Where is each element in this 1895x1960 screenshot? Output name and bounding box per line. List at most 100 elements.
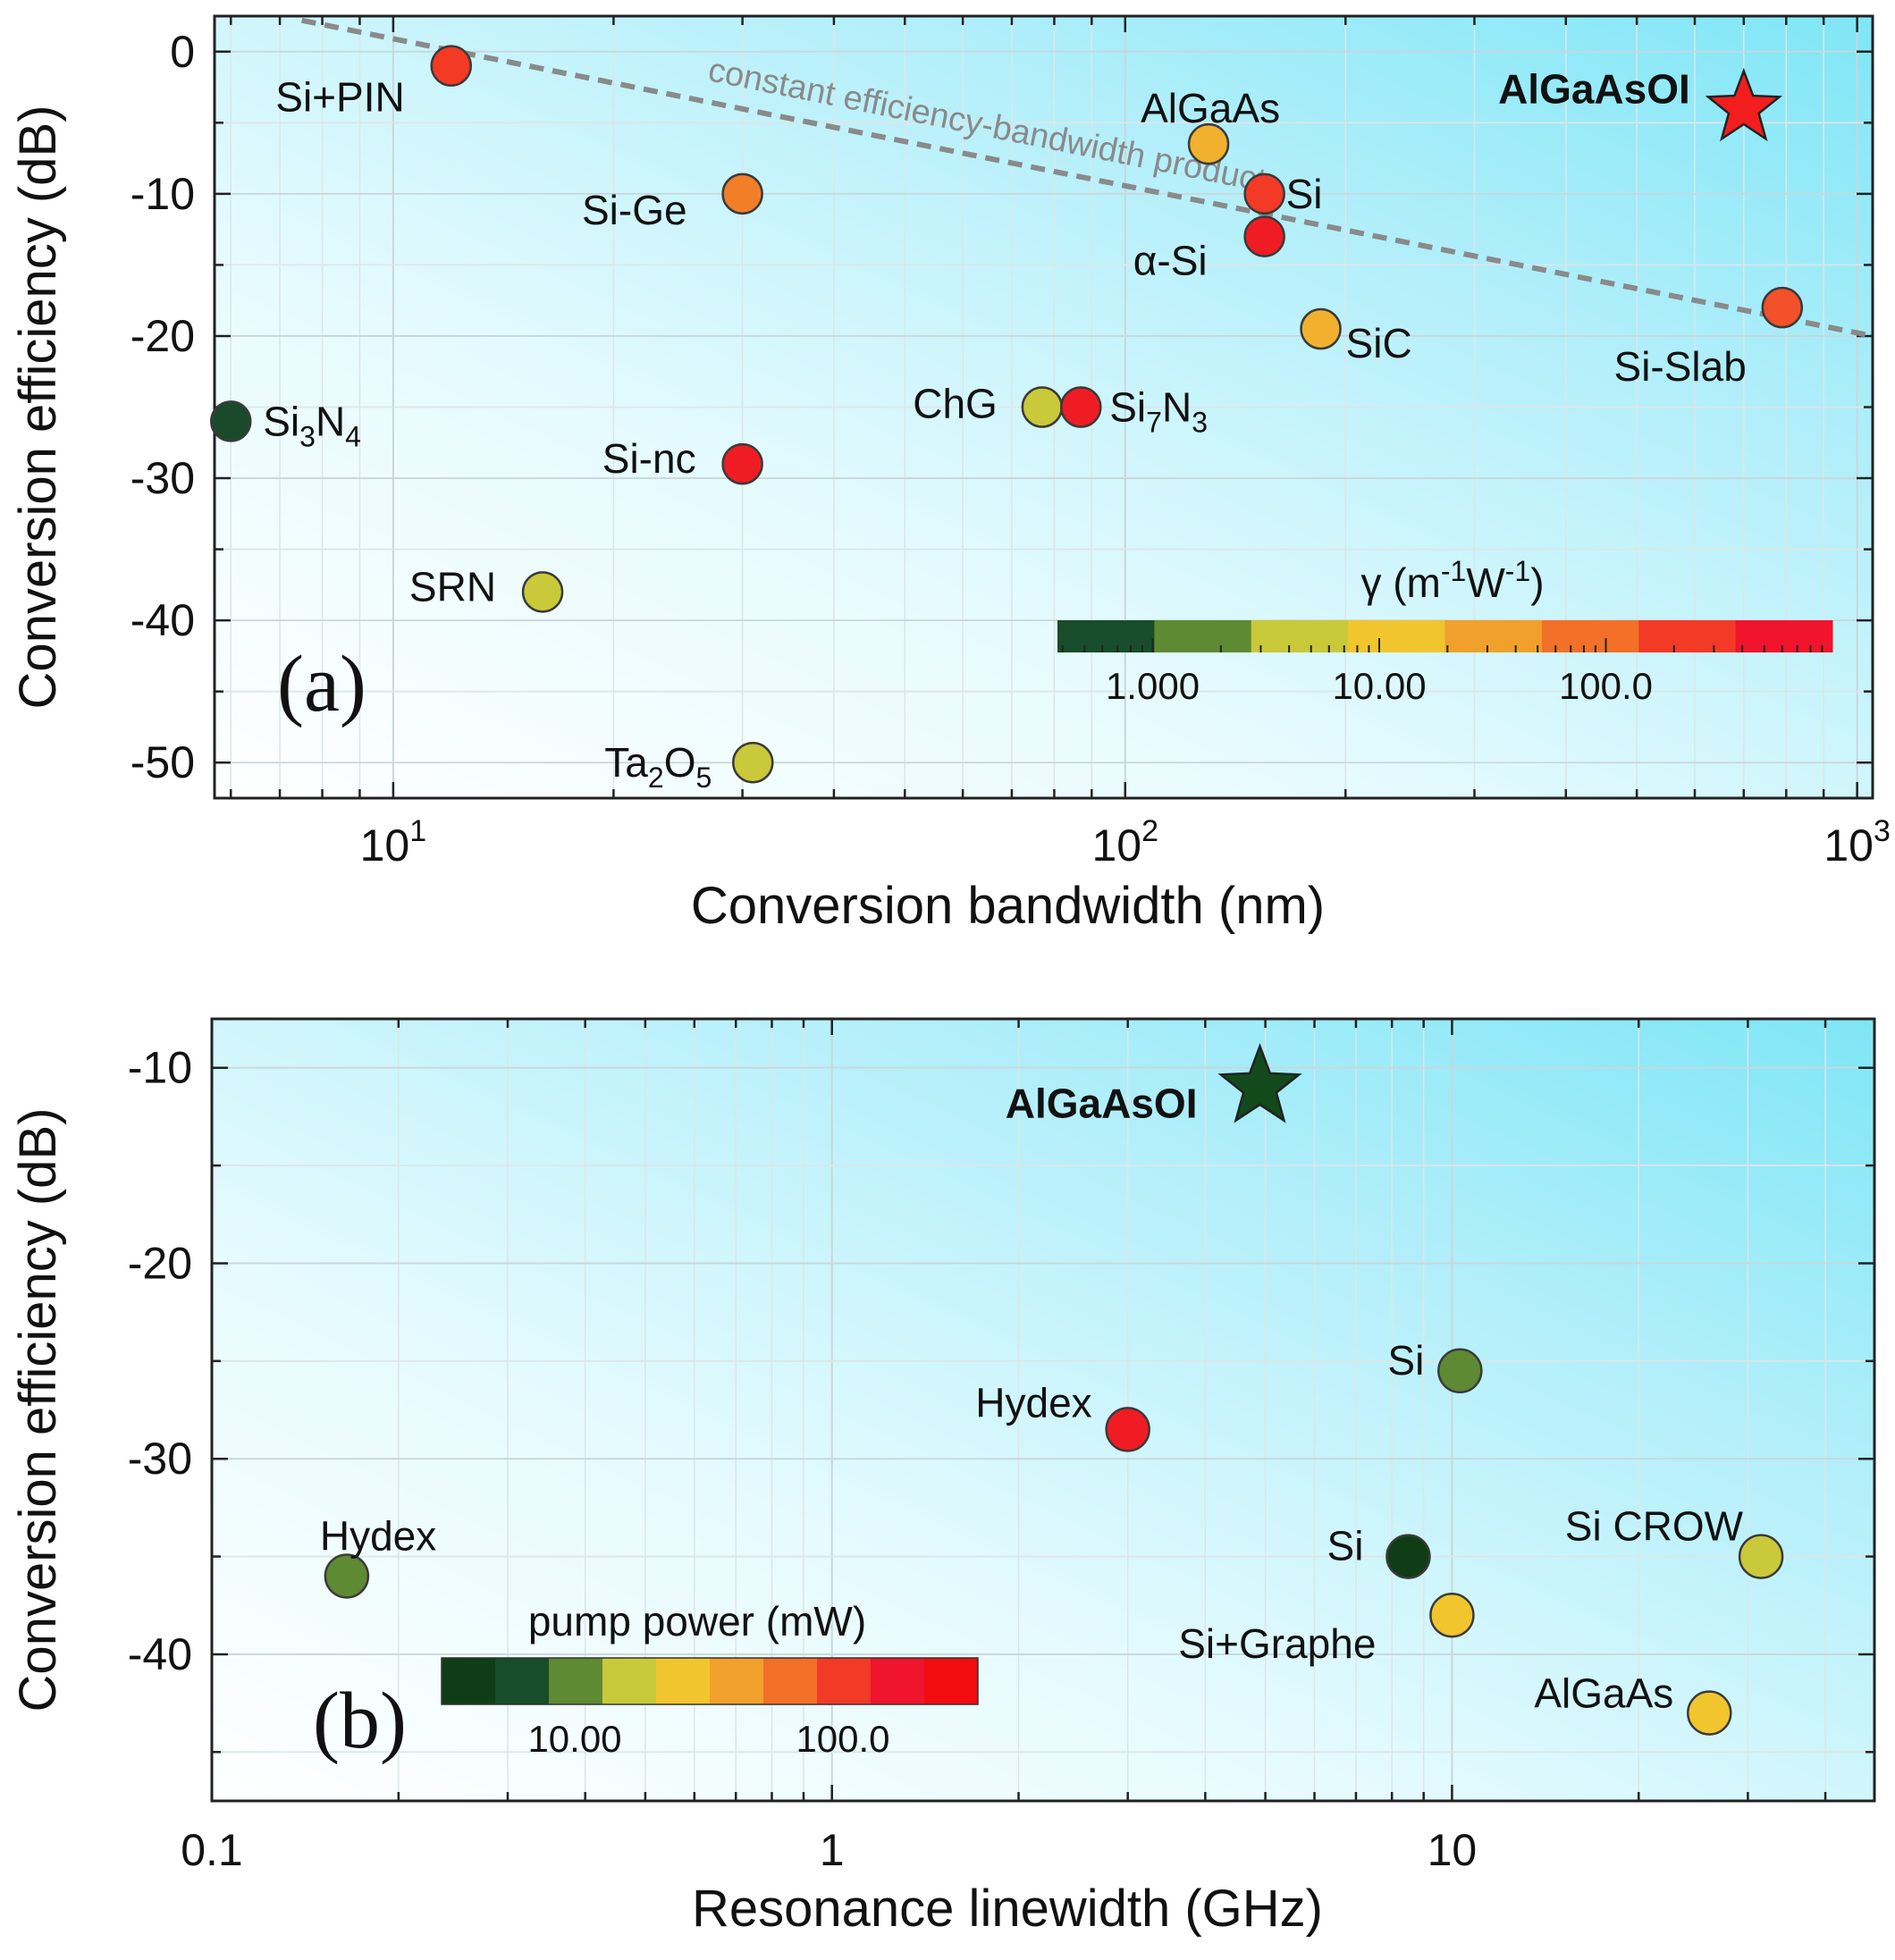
point-marker-si7n3 — [1060, 386, 1102, 428]
y-tick-label: -10 — [131, 169, 195, 219]
x-tick-label: 102 — [1092, 814, 1159, 871]
point-label-srn: SRN — [409, 563, 496, 610]
axes-frame — [210, 1017, 1876, 1803]
point-marker-si-pin — [430, 45, 472, 87]
x-tick-label: 10 — [1428, 1825, 1478, 1875]
colorbar-tick-label: 1.000 — [1106, 665, 1200, 707]
colorbar-segment — [1735, 620, 1833, 652]
colorbar-frame — [441, 1657, 979, 1705]
x-tick-label: 101 — [360, 814, 427, 871]
colorbar-segment — [549, 1658, 603, 1704]
point-label-sic: SiC — [1346, 320, 1412, 366]
point-marker-si — [1385, 1534, 1431, 1579]
colorbar-segment — [871, 1658, 925, 1704]
point-marker-srn — [521, 571, 564, 613]
y-tick-label: -50 — [131, 737, 195, 787]
y-tick-label: -40 — [131, 595, 195, 645]
point-marker-chg — [1021, 386, 1064, 428]
point-label-ta2o5: Ta2O5 — [604, 739, 712, 794]
point-label-si-graphe: Si+Graphe — [1178, 1620, 1376, 1667]
point-marker-si — [1437, 1348, 1483, 1393]
y-tick-label: -20 — [131, 311, 195, 361]
y-axis-label: Conversion efficiency (dB) — [9, 105, 67, 710]
colorbar-segment — [1541, 620, 1639, 652]
colorbar-tick-label: 10.00 — [1332, 665, 1426, 707]
colorbar-segment — [1057, 620, 1155, 652]
y-tick-label: -20 — [128, 1238, 192, 1288]
point-label-si-slab: Si-Slab — [1614, 343, 1747, 390]
colorbar-segment — [495, 1658, 550, 1704]
panel-a: 0 -10 -20 -30 -40 -50 101 102 103 Conversion band… — [9, 14, 1891, 935]
colorbar-segment — [710, 1658, 764, 1704]
point-marker-si-ge — [721, 172, 763, 215]
point-marker-si — [1243, 172, 1285, 215]
y-tick-label: 0 — [170, 27, 195, 77]
point-marker-alpha-si — [1243, 215, 1285, 257]
colorbar-segment — [1638, 620, 1737, 652]
point-label-algaasoi: AlGaAsOI — [1006, 1081, 1198, 1127]
panel-label: (a) — [277, 640, 366, 728]
data-points: AlGaAsOI Si Hydex Hydex Si Si CROW Si+Graphe Al… — [320, 1043, 1784, 1736]
colorbar-tick-label: 100.0 — [796, 1718, 889, 1760]
x-axis-label: Conversion bandwidth (nm) — [691, 877, 1325, 935]
point-marker-sic — [1300, 307, 1342, 350]
point-marker-ta2o5 — [732, 741, 774, 784]
colorbar-segment — [817, 1658, 872, 1704]
colorbar-title: pump power (mW) — [528, 1598, 866, 1645]
colorbar-segment — [924, 1658, 979, 1704]
colorbar-segment — [1348, 620, 1445, 652]
point-label-si: Si — [1286, 171, 1323, 217]
point-label-si-crow: Si CROW — [1565, 1503, 1744, 1550]
gridlines — [211, 1019, 1874, 1801]
point-marker-hydex — [324, 1553, 370, 1599]
colorbar: 10.00 100.0 pump power (mW) — [441, 1598, 979, 1760]
x-axis-label: Resonance linewidth (GHz) — [692, 1880, 1323, 1938]
point-marker-si3n4 — [209, 400, 252, 442]
point-label-si-ge: Si-Ge — [582, 187, 687, 233]
point-marker-si-graphe — [1429, 1592, 1475, 1638]
data-points: Si+PIN AlGaAs AlGaAsOI Si-Ge Si α-Si Si-Slab Si… — [209, 45, 1804, 794]
point-label-si: Si — [1387, 1337, 1424, 1384]
panel-b: -10 -20 -30 -40 0.1 1 10 Resonance linewidth (G… — [9, 1017, 1876, 1938]
point-marker-si-slab — [1761, 286, 1804, 329]
point-marker-algaas — [1687, 1690, 1732, 1736]
x-tick-label: 0.1 — [181, 1825, 243, 1875]
colorbar-tick-label: 100.0 — [1559, 665, 1653, 707]
point-label-si3n4: Si3N4 — [263, 398, 361, 452]
y-tick-label: -10 — [128, 1043, 192, 1093]
star-marker-algaasoi — [1217, 1043, 1302, 1123]
x-tick-label: 103 — [1823, 814, 1891, 871]
point-label-si-pin: Si+PIN — [275, 74, 404, 121]
colorbar-segment — [1444, 620, 1543, 652]
trend-line — [301, 17, 1874, 339]
star-marker-algaasoi — [1705, 67, 1783, 142]
point-label-algaas: AlGaAs — [1534, 1670, 1673, 1717]
colorbar-segment — [602, 1658, 657, 1704]
point-label-si7n3: Si7N3 — [1109, 384, 1208, 439]
point-marker-si-crow — [1738, 1534, 1784, 1579]
point-label-si-nc: Si-nc — [602, 435, 696, 482]
point-label-algaasoi: AlGaAsOI — [1498, 65, 1690, 112]
point-label-hydex: Hydex — [975, 1379, 1091, 1426]
colorbar-segment — [442, 1658, 496, 1704]
tick-marks — [210, 1019, 1874, 1801]
point-marker-hydex — [1105, 1407, 1150, 1452]
colorbar-title: γ (m-1W-1) — [1360, 555, 1544, 606]
point-label-chg: ChG — [913, 381, 998, 427]
point-label-alpha-si: α-Si — [1133, 238, 1208, 284]
panel-label: (b) — [313, 1677, 407, 1765]
point-marker-si-nc — [721, 442, 763, 485]
point-label-hydex: Hydex — [320, 1512, 436, 1559]
colorbar-segment — [1251, 620, 1349, 652]
colorbar-tick-label: 10.00 — [527, 1718, 621, 1760]
colorbar-segment — [656, 1658, 711, 1704]
y-tick-label: -30 — [128, 1434, 192, 1484]
point-marker-algaas — [1187, 122, 1230, 165]
y-axis-label: Conversion efficiency (dB) — [9, 1108, 67, 1712]
y-tick-label: -30 — [131, 453, 195, 503]
y-tick-label: -40 — [128, 1629, 192, 1679]
colorbar-segment — [1154, 620, 1252, 652]
point-label-algaas: AlGaAs — [1141, 85, 1280, 131]
point-label-si: Si — [1327, 1523, 1364, 1569]
